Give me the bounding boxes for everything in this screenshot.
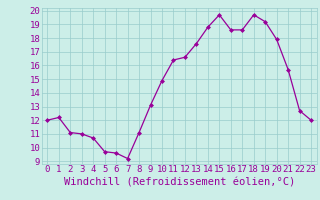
X-axis label: Windchill (Refroidissement éolien,°C): Windchill (Refroidissement éolien,°C) [64,177,295,187]
